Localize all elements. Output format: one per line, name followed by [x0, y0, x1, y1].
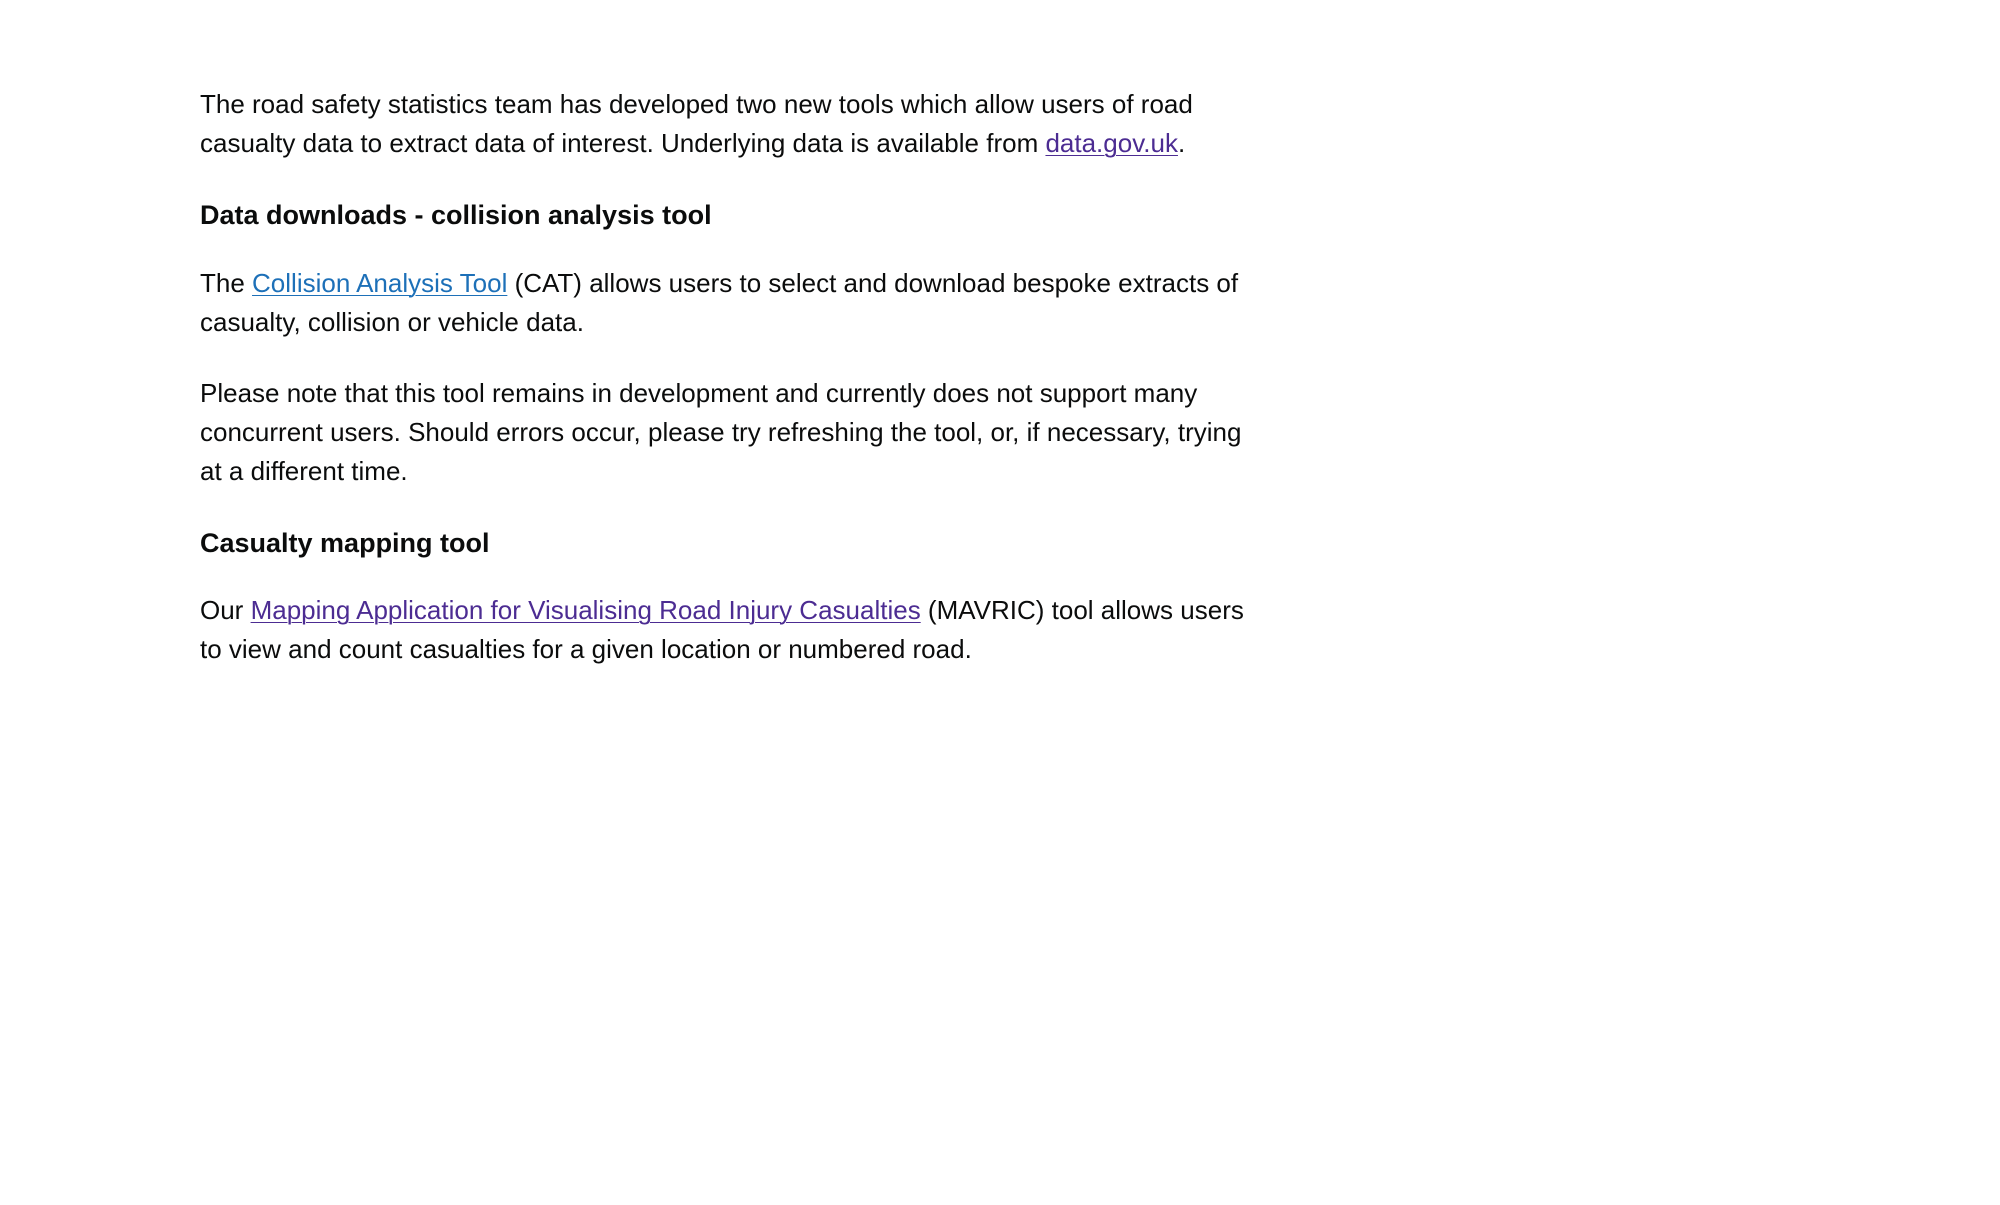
section1-para1-before: The — [200, 268, 252, 298]
intro-paragraph: The road safety statistics team has deve… — [200, 85, 1250, 163]
section2-para1: Our Mapping Application for Visualising … — [200, 591, 1250, 669]
intro-text-before: The road safety statistics team has deve… — [200, 89, 1193, 158]
section1-para1: The Collision Analysis Tool (CAT) allows… — [200, 264, 1250, 342]
intro-text-after: . — [1178, 128, 1185, 158]
mavric-link[interactable]: Mapping Application for Visualising Road… — [251, 595, 921, 625]
section2-para1-before: Our — [200, 595, 251, 625]
collision-analysis-tool-link[interactable]: Collision Analysis Tool — [252, 268, 507, 298]
section1-heading: Data downloads - collision analysis tool — [200, 195, 1250, 236]
content-wrapper: The road safety statistics team has deve… — [200, 85, 1250, 669]
data-gov-uk-link[interactable]: data.gov.uk — [1045, 128, 1178, 158]
section1-para2: Please note that this tool remains in de… — [200, 374, 1250, 491]
section2-heading: Casualty mapping tool — [200, 523, 1250, 564]
